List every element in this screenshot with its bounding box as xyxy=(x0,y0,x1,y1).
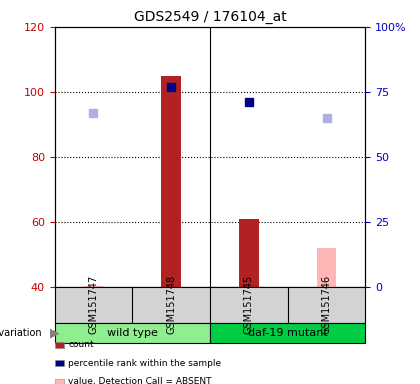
Bar xyxy=(239,219,259,287)
Text: genotype/variation: genotype/variation xyxy=(0,328,42,338)
Bar xyxy=(161,76,181,287)
Bar xyxy=(317,248,336,287)
Text: GSM151747: GSM151747 xyxy=(89,275,98,334)
Text: ▶: ▶ xyxy=(50,326,60,339)
Text: GSM151746: GSM151746 xyxy=(322,275,331,334)
Text: GSM151745: GSM151745 xyxy=(244,275,254,334)
Title: GDS2549 / 176104_at: GDS2549 / 176104_at xyxy=(134,10,286,25)
Text: count: count xyxy=(68,340,94,349)
Text: value, Detection Call = ABSENT: value, Detection Call = ABSENT xyxy=(68,377,212,384)
Text: GSM151748: GSM151748 xyxy=(166,275,176,334)
Bar xyxy=(84,286,103,287)
Text: wild type: wild type xyxy=(107,328,158,338)
Text: percentile rank within the sample: percentile rank within the sample xyxy=(68,359,221,368)
Text: daf-19 mutant: daf-19 mutant xyxy=(248,328,328,338)
